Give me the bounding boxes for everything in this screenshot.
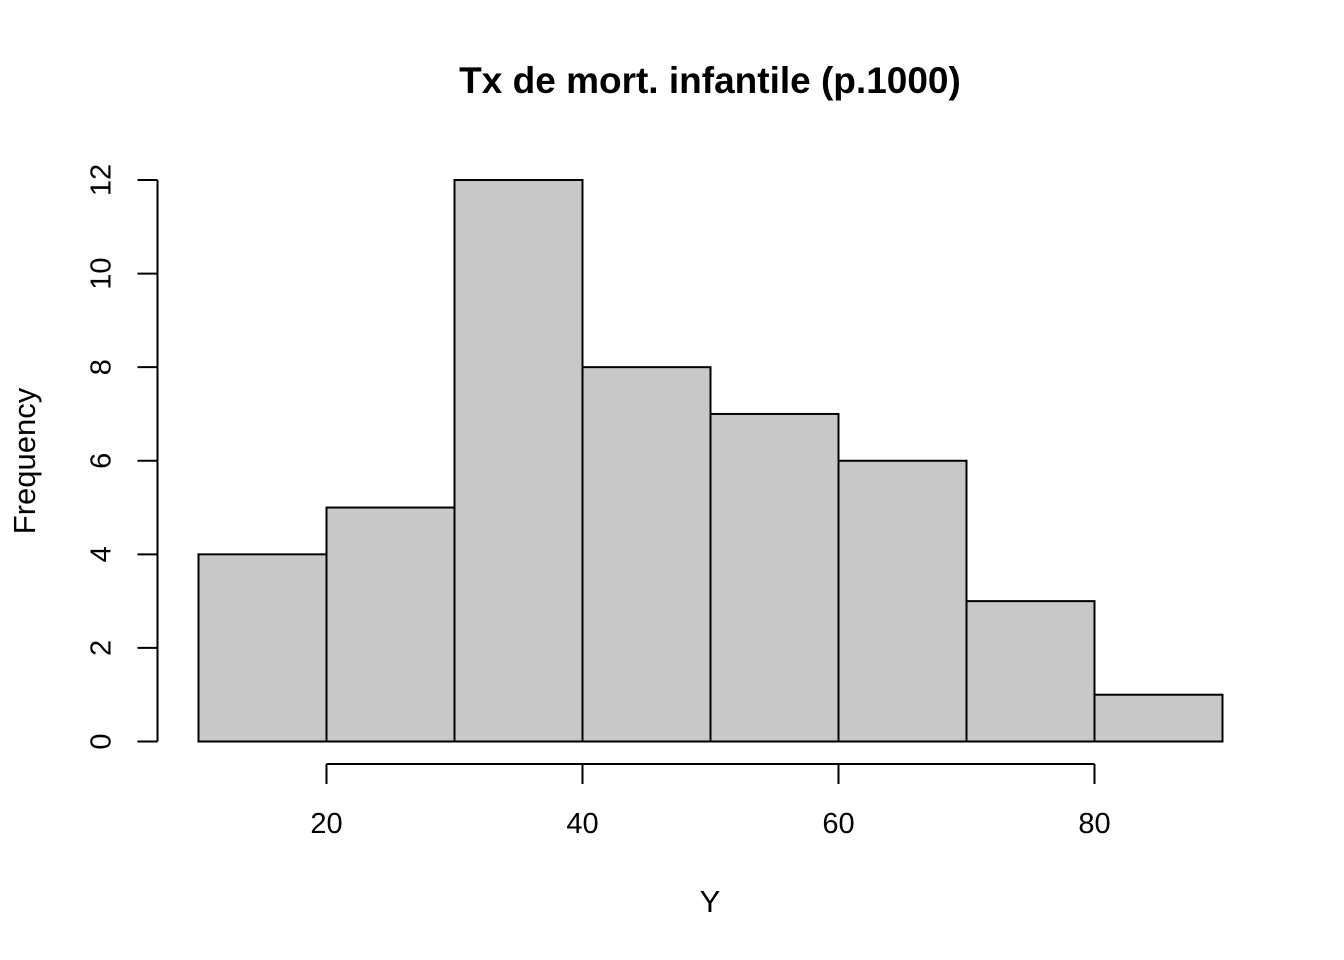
histogram-bar — [197, 553, 328, 743]
bars-group — [197, 179, 1224, 743]
y-axis: 0 2 4 6 8 10 12 — [86, 164, 159, 750]
histogram-bar — [581, 366, 712, 743]
histogram-bar — [325, 506, 456, 743]
x-tick-label: 80 — [1078, 808, 1110, 840]
histogram-bar — [1093, 693, 1224, 743]
x-tick-label: 60 — [822, 808, 854, 840]
x-tick-label: 40 — [566, 808, 598, 840]
y-tick-label: 8 — [86, 359, 118, 375]
histogram-bar — [709, 412, 840, 743]
chart-title: Tx de mort. infantile (p.1000) — [459, 60, 961, 101]
y-tick-label: 6 — [86, 453, 118, 469]
y-tick-label: 10 — [86, 257, 118, 289]
y-tick-label: 4 — [86, 546, 118, 562]
x-axis: 20 40 60 80 — [310, 763, 1111, 840]
y-tick-label: 2 — [86, 640, 118, 656]
y-axis-label: Frequency — [7, 387, 42, 534]
x-tick-label: 20 — [310, 808, 342, 840]
histogram-bar — [837, 459, 968, 743]
histogram-bar — [965, 600, 1096, 743]
x-axis-label: Y — [700, 884, 721, 919]
y-tick-label: 0 — [86, 733, 118, 749]
histogram-bar — [453, 179, 584, 743]
y-tick-label: 12 — [86, 164, 118, 196]
